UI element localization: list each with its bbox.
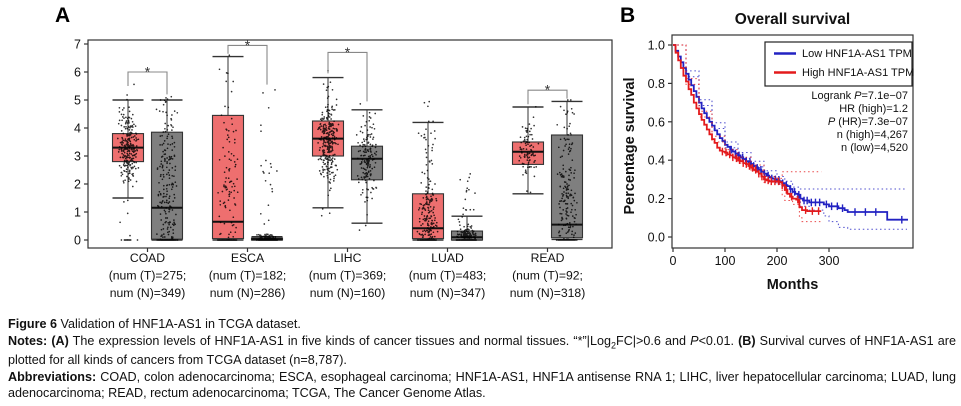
panel-b-label: B: [620, 4, 636, 27]
stats-line: P (HR)=7.3e−07: [828, 116, 908, 128]
svg-text:4: 4: [74, 122, 81, 136]
y-axis-label: Percentage survival: [622, 77, 638, 214]
significance-asterisk: *: [545, 82, 551, 98]
chart-title: Overall survival: [735, 11, 850, 28]
svg-text:5: 5: [74, 94, 81, 108]
group-label: (num (T)=275;: [109, 269, 187, 283]
boxplot-axes: 0 1 2 3 4 5 6 7: [74, 38, 613, 249]
svg-text:0: 0: [670, 254, 677, 268]
svg-text:0.6: 0.6: [648, 115, 665, 129]
caption-notes-line: Notes: (A) The expression levels of HNF1…: [8, 333, 957, 367]
svg-text:1: 1: [74, 206, 81, 220]
box-group-COAD: * COAD (num (T)=275; num (N)=349): [109, 64, 187, 301]
stats-line: n (high)=4,267: [837, 129, 908, 141]
figure-title-text: Validation of HNF1A-AS1 in TCGA dataset.: [60, 317, 301, 331]
svg-text:6: 6: [74, 66, 81, 80]
ci-lower: [673, 44, 822, 223]
stats-line: HR (high)=1.2: [839, 103, 908, 115]
group-label: LUAD: [431, 251, 464, 265]
svg-text:0: 0: [74, 234, 81, 248]
panel-a-label: A: [55, 4, 71, 27]
legend-label: High HNF1A-AS1 TPM: [802, 67, 914, 79]
group-label: ESCA: [231, 251, 265, 265]
box-group-LUAD: LUAD (num (T)=483; num (N)=347): [409, 100, 487, 300]
group-label: (num (T)=483;: [409, 269, 487, 283]
legend: Low HNF1A-AS1 TPM High HNF1A-AS1 TPM: [764, 41, 914, 87]
group-label: num (N)=349): [110, 286, 186, 300]
figure-caption: Figure 6 Validation of HNF1A-AS1 in TCGA…: [8, 316, 956, 402]
group-label: (num (T)=369;: [309, 269, 387, 283]
legend-label: Low HNF1A-AS1 TPM: [802, 48, 912, 60]
significance-asterisk: *: [145, 64, 151, 80]
svg-text:3: 3: [74, 150, 81, 164]
group-label: num (N)=318): [510, 286, 586, 300]
group-label: (num (T)=92;: [512, 269, 583, 283]
svg-text:1.0: 1.0: [648, 39, 665, 53]
group-label: READ: [531, 251, 565, 265]
box-group-LIHC: * LIHC (num (T)=369; num (N)=160): [309, 44, 387, 300]
significance-asterisk: *: [345, 44, 351, 60]
box-group-READ: * READ (num (T)=92; num (N)=318): [510, 82, 586, 300]
expression-boxplot-chart: 0 1 2 3 4 5 6 7 * COAD (num (T)=275; num (N)=349) * E…: [74, 37, 613, 301]
caption-abbreviations-line: Abbreviations: COAD, colon adenocarcinom…: [8, 369, 956, 401]
svg-text:0.8: 0.8: [648, 77, 665, 91]
svg-text:100: 100: [715, 254, 736, 268]
svg-text:7: 7: [74, 38, 81, 52]
caption-title-line: Figure 6 Validation of HNF1A-AS1 in TCGA…: [8, 316, 956, 333]
survival-chart: 0.0 0.2 0.4 0.6 0.8 1.0 0 100 200 300 Overall surv…: [622, 11, 914, 293]
box-group-ESCA: * ESCA (num (T)=182; num (N)=286): [209, 37, 287, 300]
group-label: num (N)=347): [410, 286, 486, 300]
svg-text:0.0: 0.0: [648, 231, 665, 245]
group-label: (num (T)=182;: [209, 269, 287, 283]
high-series: [673, 44, 822, 223]
group-label: num (N)=160): [310, 286, 386, 300]
stats-line: Logrank P=7.1e−07: [811, 90, 908, 102]
significance-asterisk: *: [245, 37, 251, 53]
km-axes: 0.0 0.2 0.4 0.6 0.8 1.0 0 100 200 300: [648, 34, 914, 268]
group-label: LIHC: [334, 251, 362, 265]
stats-line: n (low)=4,520: [841, 142, 908, 154]
figure-number: Figure 6: [8, 317, 61, 331]
svg-text:0.2: 0.2: [648, 192, 665, 206]
x-axis-label: Months: [767, 277, 819, 293]
group-label: num (N)=286): [210, 286, 286, 300]
svg-text:2: 2: [74, 178, 81, 192]
svg-text:200: 200: [767, 254, 788, 268]
group-label: COAD: [130, 251, 165, 265]
svg-text:0.4: 0.4: [648, 154, 665, 168]
svg-text:300: 300: [819, 254, 840, 268]
